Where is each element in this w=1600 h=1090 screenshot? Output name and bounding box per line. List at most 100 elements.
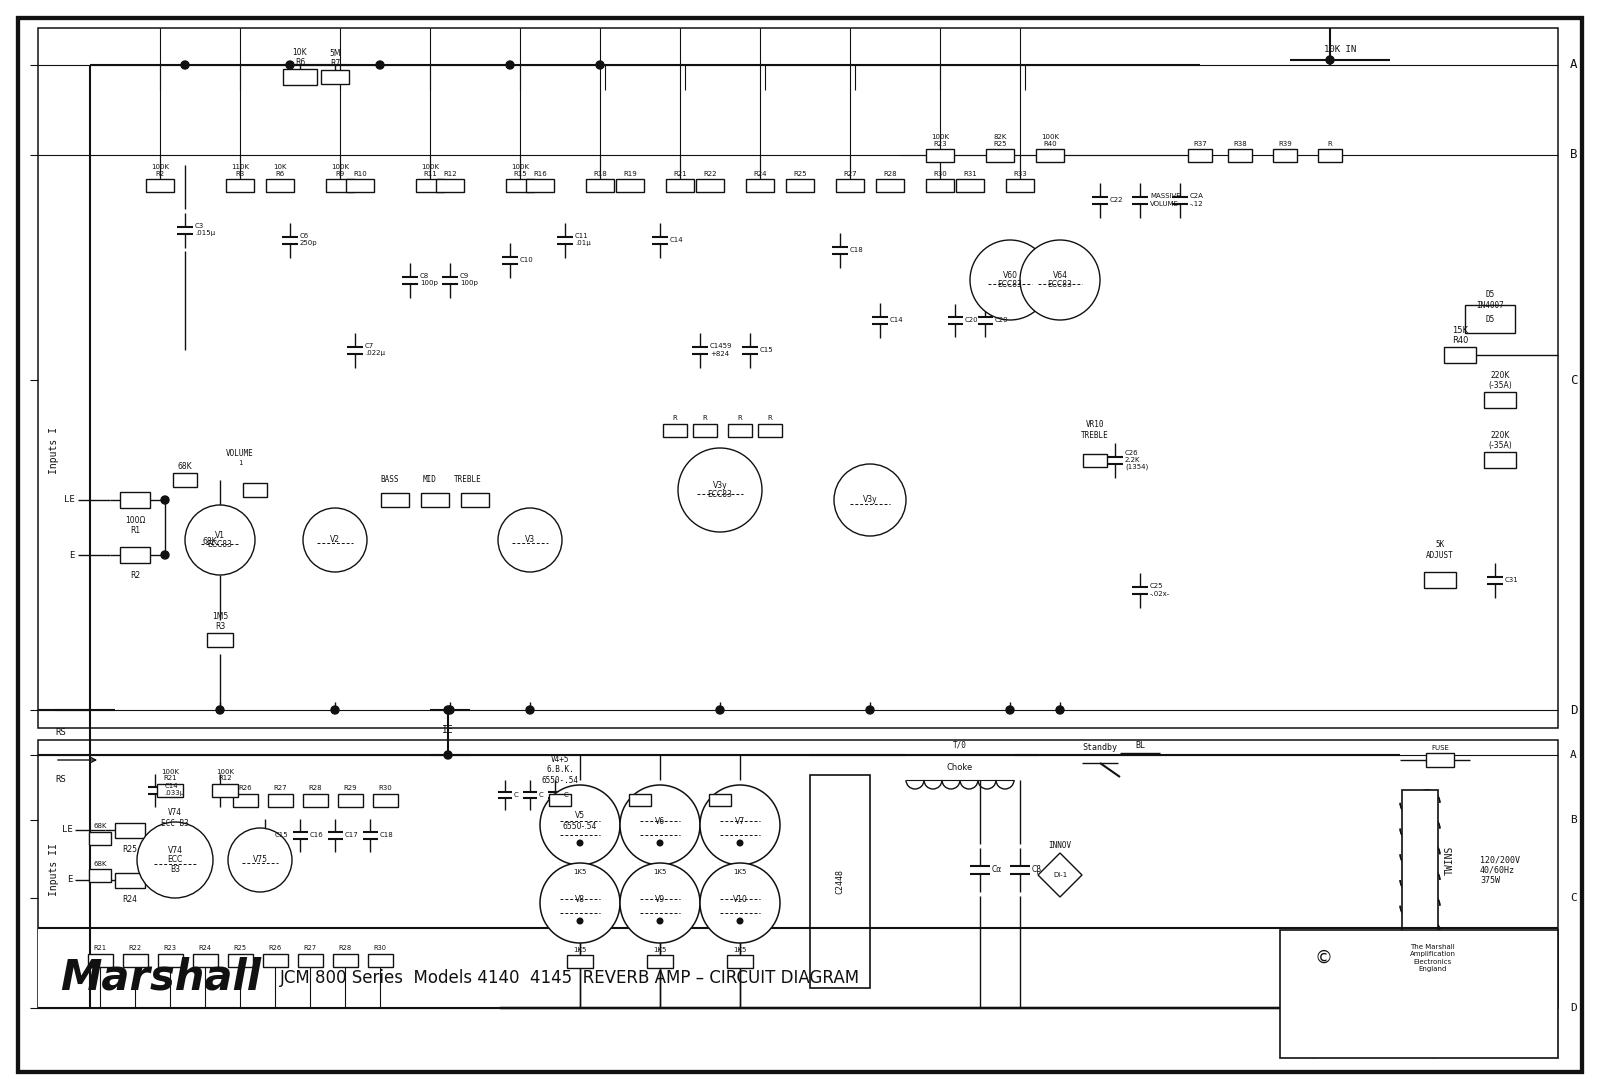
Text: 68K: 68K [93,860,107,867]
Circle shape [621,785,701,865]
Text: V5
6550-.54: V5 6550-.54 [563,811,597,831]
Bar [226,179,254,192]
Text: R28: R28 [309,786,322,791]
Text: 100K
R21: 100K R21 [162,770,179,782]
Bar [662,424,686,436]
Text: R27: R27 [304,945,317,952]
Bar [192,954,218,967]
Bar [38,28,1558,728]
Bar [728,424,752,436]
Text: R12: R12 [443,170,458,177]
Bar [173,473,197,487]
Bar [1443,347,1475,363]
Circle shape [331,706,339,714]
Text: R37: R37 [1194,141,1206,146]
Text: C6
250p: C6 250p [301,233,318,246]
Text: 1K5: 1K5 [733,946,747,953]
Text: IE: IE [442,725,454,735]
Circle shape [162,552,170,559]
Text: R31: R31 [963,170,978,177]
Text: V8: V8 [574,895,586,904]
Bar [115,872,146,887]
Text: JCM 800 Series  Models 4140  4145  REVERB AMP – CIRCUIT DIAGRAM: JCM 800 Series Models 4140 4145 REVERB A… [280,969,861,988]
Bar [646,876,674,889]
Bar [368,954,392,967]
Text: R25: R25 [794,170,806,177]
Text: E: E [67,875,74,884]
Bar [322,70,349,84]
Bar [726,955,754,968]
Text: 15K
R40: 15K R40 [1451,326,1469,346]
Circle shape [526,706,534,714]
Bar [1280,930,1558,1058]
Text: R: R [702,415,707,422]
Text: 100K
R12: 100K R12 [216,770,234,782]
Text: A: A [1570,750,1576,760]
Bar [157,784,182,797]
Circle shape [738,840,742,846]
Text: MID: MID [422,475,437,484]
Polygon shape [1038,853,1082,897]
Bar [957,179,984,192]
Circle shape [229,828,291,892]
Text: V9: V9 [654,895,666,904]
Text: Inputs II: Inputs II [50,844,59,896]
Text: R19: R19 [622,170,637,177]
Text: TREBLE: TREBLE [454,475,482,484]
Bar [227,954,253,967]
Text: C14: C14 [890,317,904,323]
Circle shape [541,785,621,865]
Text: C9
100p: C9 100p [461,274,478,287]
Text: Cα: Cα [992,865,1002,874]
Bar [549,794,571,806]
Text: V74
ECC B3: V74 ECC B3 [162,809,189,827]
Text: TWINS: TWINS [1445,846,1454,874]
Text: B: B [1570,148,1578,161]
Text: C20: C20 [995,317,1008,323]
Text: 1: 1 [238,460,242,467]
Text: C3
.015μ: C3 .015μ [195,223,214,237]
Text: C1459
+824: C1459 +824 [710,343,733,356]
Bar [461,493,490,507]
Bar [302,794,328,807]
Circle shape [286,61,294,69]
Circle shape [506,61,514,69]
Text: 110K
R3: 110K R3 [230,164,250,177]
Text: R30: R30 [933,170,947,177]
Text: V3: V3 [525,535,534,545]
Text: D5: D5 [1485,315,1494,325]
Bar [90,832,110,845]
Bar [646,955,674,968]
Bar [835,179,864,192]
Circle shape [445,706,453,714]
Text: R16: R16 [533,170,547,177]
Circle shape [445,751,453,759]
Text: C26
2.2K
(1354): C26 2.2K (1354) [1125,450,1149,470]
Bar [120,547,150,564]
Bar [526,179,554,192]
Text: E: E [70,550,75,559]
Bar [421,493,450,507]
Circle shape [701,863,781,943]
Text: 5K
ADJUST: 5K ADJUST [1426,541,1454,559]
Text: 5M
R7: 5M R7 [330,49,341,68]
Bar [616,179,643,192]
Text: 100K
R9: 100K R9 [331,164,349,177]
Bar [566,955,594,968]
Text: R38: R38 [1234,141,1246,146]
Text: V1
ECC83: V1 ECC83 [208,531,232,549]
Bar [232,794,258,807]
Circle shape [1021,240,1101,320]
Bar [1037,148,1064,161]
Text: 1K5: 1K5 [653,869,667,874]
Text: 1K5: 1K5 [653,946,667,953]
Text: 220K
(-35A): 220K (-35A) [1488,432,1512,450]
Text: SG: SG [1491,1017,1502,1027]
Text: V74
ECC
B3: V74 ECC B3 [168,846,182,874]
Bar [926,148,954,161]
Text: 1: 1 [1294,1017,1299,1027]
Text: 120/200V
40/60Hz
375W: 120/200V 40/60Hz 375W [1480,855,1520,885]
Text: C18: C18 [850,247,864,253]
Text: C15: C15 [760,347,774,353]
Text: R28: R28 [339,945,352,952]
